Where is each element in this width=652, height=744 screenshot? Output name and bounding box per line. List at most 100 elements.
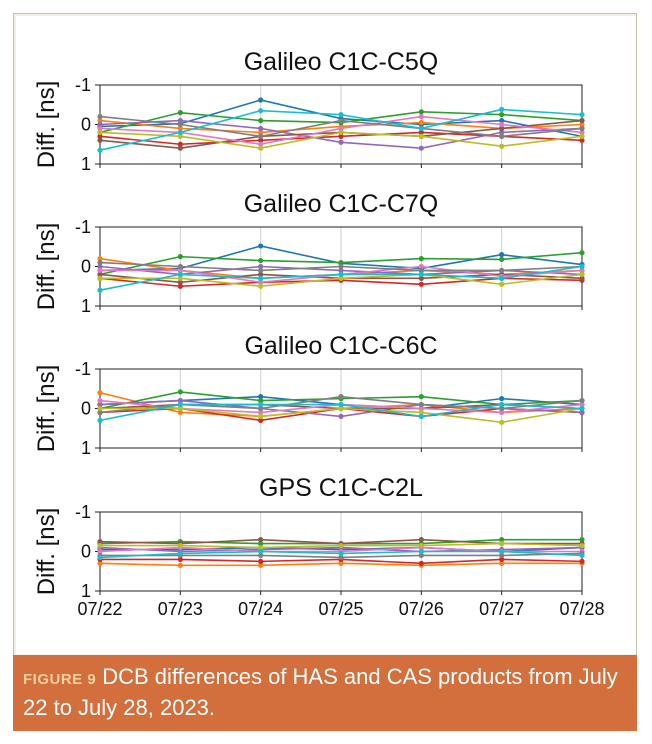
data-point <box>338 271 344 277</box>
data-point <box>338 275 344 281</box>
data-point <box>499 129 505 135</box>
x-tick-label: 07/24 <box>238 599 283 619</box>
data-point <box>418 537 424 543</box>
data-point <box>97 390 103 396</box>
data-point <box>499 541 505 547</box>
data-point <box>258 409 264 416</box>
y-axis-label: Diff. [ns] <box>33 365 60 453</box>
data-point <box>579 263 585 270</box>
data-point <box>338 267 344 274</box>
data-point <box>579 401 585 408</box>
y-tick-label: -1 <box>75 217 91 237</box>
data-point <box>258 275 264 281</box>
data-point <box>579 133 585 139</box>
data-point <box>499 117 505 124</box>
data-point <box>418 133 424 139</box>
data-point <box>177 542 183 549</box>
data-point <box>97 398 103 404</box>
data-point <box>418 125 424 132</box>
data-point <box>97 275 103 281</box>
data-point <box>177 550 183 557</box>
data-point <box>258 398 264 404</box>
data-point <box>499 143 505 149</box>
data-point <box>499 252 505 258</box>
data-point <box>579 250 585 256</box>
data-point <box>97 401 103 408</box>
x-tick-label: 07/28 <box>559 599 604 619</box>
data-point <box>418 552 424 559</box>
y-tick-label: 1 <box>81 581 91 601</box>
data-point <box>338 117 344 124</box>
data-point <box>338 413 344 419</box>
data-point <box>97 560 103 566</box>
chart-title: GPS C1C-C2L <box>259 474 423 502</box>
data-point <box>258 117 264 124</box>
data-point <box>177 254 183 260</box>
data-point <box>499 133 505 139</box>
data-point <box>97 133 103 139</box>
data-point <box>579 112 585 118</box>
data-point <box>418 401 424 408</box>
data-point <box>499 112 505 118</box>
data-point <box>499 121 505 128</box>
data-point <box>258 544 264 551</box>
figure-label: FIGURE 9 <box>23 671 97 688</box>
data-point <box>418 109 424 115</box>
y-tick-label: 1 <box>81 438 91 458</box>
data-point <box>418 548 424 555</box>
data-point <box>97 405 103 412</box>
data-point <box>177 267 183 274</box>
data-point <box>258 558 264 564</box>
data-point <box>579 398 585 404</box>
data-point <box>499 106 505 113</box>
data-point <box>499 548 505 555</box>
data-point <box>338 263 344 270</box>
data-point <box>177 129 183 135</box>
y-tick-label: 0 <box>81 542 91 562</box>
data-point <box>418 542 424 549</box>
chart-title: Galileo C1C-C5Q <box>244 48 439 76</box>
data-point <box>258 405 264 412</box>
data-point <box>418 114 424 120</box>
data-point <box>258 537 264 543</box>
y-axis-label: Diff. [ns] <box>33 508 60 596</box>
data-point <box>499 556 505 563</box>
data-point <box>97 117 103 124</box>
data-point <box>338 550 344 557</box>
data-point <box>338 259 344 266</box>
data-point <box>258 417 264 423</box>
data-point <box>418 281 424 287</box>
data-point <box>258 243 264 249</box>
y-tick-label: 0 <box>81 399 91 419</box>
data-point <box>338 405 344 412</box>
data-point <box>338 139 344 145</box>
figure-charts: Galileo C1C-C5Q 1 0 -1 Diff. [ns] Galileo C1C… <box>33 48 605 619</box>
data-point <box>177 389 183 395</box>
data-point <box>177 263 183 270</box>
data-point <box>97 542 103 549</box>
data-point <box>338 112 344 118</box>
data-point <box>499 401 505 408</box>
data-point <box>258 283 264 289</box>
data-point <box>499 405 505 412</box>
data-point <box>258 263 264 270</box>
data-point <box>177 110 183 116</box>
data-point <box>499 267 505 274</box>
data-point <box>418 560 424 566</box>
data-point <box>418 145 424 151</box>
data-point <box>97 554 103 561</box>
data-point <box>418 413 424 419</box>
data-point <box>258 562 264 568</box>
data-point <box>499 275 505 281</box>
data-point <box>579 409 585 416</box>
data-point <box>579 271 585 277</box>
data-point <box>579 267 585 274</box>
data-point <box>418 256 424 262</box>
data-point <box>177 275 183 281</box>
y-tick-label: 0 <box>81 115 91 135</box>
data-point <box>97 129 103 135</box>
data-point <box>418 409 424 416</box>
data-point <box>499 256 505 262</box>
data-point <box>579 552 585 559</box>
data-point <box>97 125 103 132</box>
